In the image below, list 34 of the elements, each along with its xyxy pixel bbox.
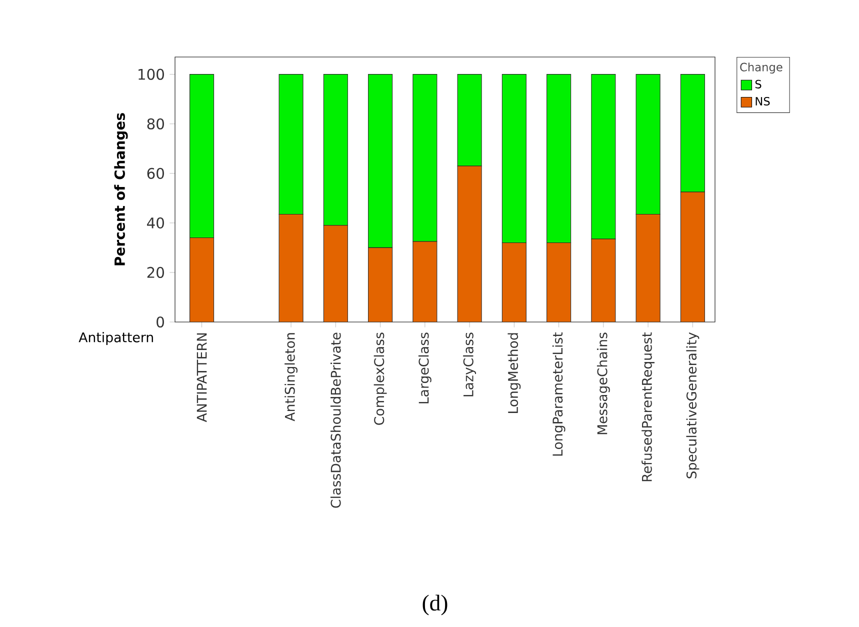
- bar: [591, 238, 616, 322]
- bar: [323, 225, 348, 322]
- x-tick-label: ComplexClass: [374, 332, 387, 425]
- x-tick-label: LongMethod: [508, 333, 521, 413]
- y-tick-label: 20: [147, 266, 164, 278]
- bar: [368, 247, 393, 322]
- bar: [190, 238, 214, 322]
- bar: [412, 241, 438, 322]
- x-tick-label: LazyClass: [463, 332, 476, 396]
- x-tick-label: LongParameterList: [552, 332, 566, 456]
- bar: [546, 242, 572, 322]
- bar: [502, 242, 526, 322]
- x-tick-label: LargeClass: [418, 332, 432, 404]
- x-tick-label: ClassDataShouldBePrivate: [330, 332, 341, 508]
- legend-label: NS: [756, 96, 770, 106]
- y-tick-label: 100: [138, 68, 164, 80]
- x-tick-label: MessageChains: [596, 332, 610, 434]
- x-tick-label: AntiSingleton: [284, 333, 298, 422]
- x-tick-label: ANTIPATTERN: [196, 333, 207, 422]
- bar: [680, 192, 705, 322]
- y-tick-label: 40: [147, 217, 164, 228]
- y-tick-label: 80: [147, 118, 164, 130]
- y-tick-label: 60: [147, 168, 164, 179]
- y-axis-title: Percent of Changes: [114, 113, 128, 266]
- x-tick-label: SpeculativeGenerality: [686, 332, 700, 478]
- bar: [278, 214, 304, 322]
- bar: [636, 214, 660, 322]
- text: (d): [422, 594, 448, 616]
- x-tick-label: RefusedParentRequest: [642, 332, 655, 482]
- legend-label: S: [755, 80, 762, 88]
- x-axis-title: Antipattern: [78, 332, 153, 345]
- legend-title: Change: [740, 62, 782, 74]
- bar: [457, 166, 482, 322]
- y-tick-label: 0: [156, 316, 164, 328]
